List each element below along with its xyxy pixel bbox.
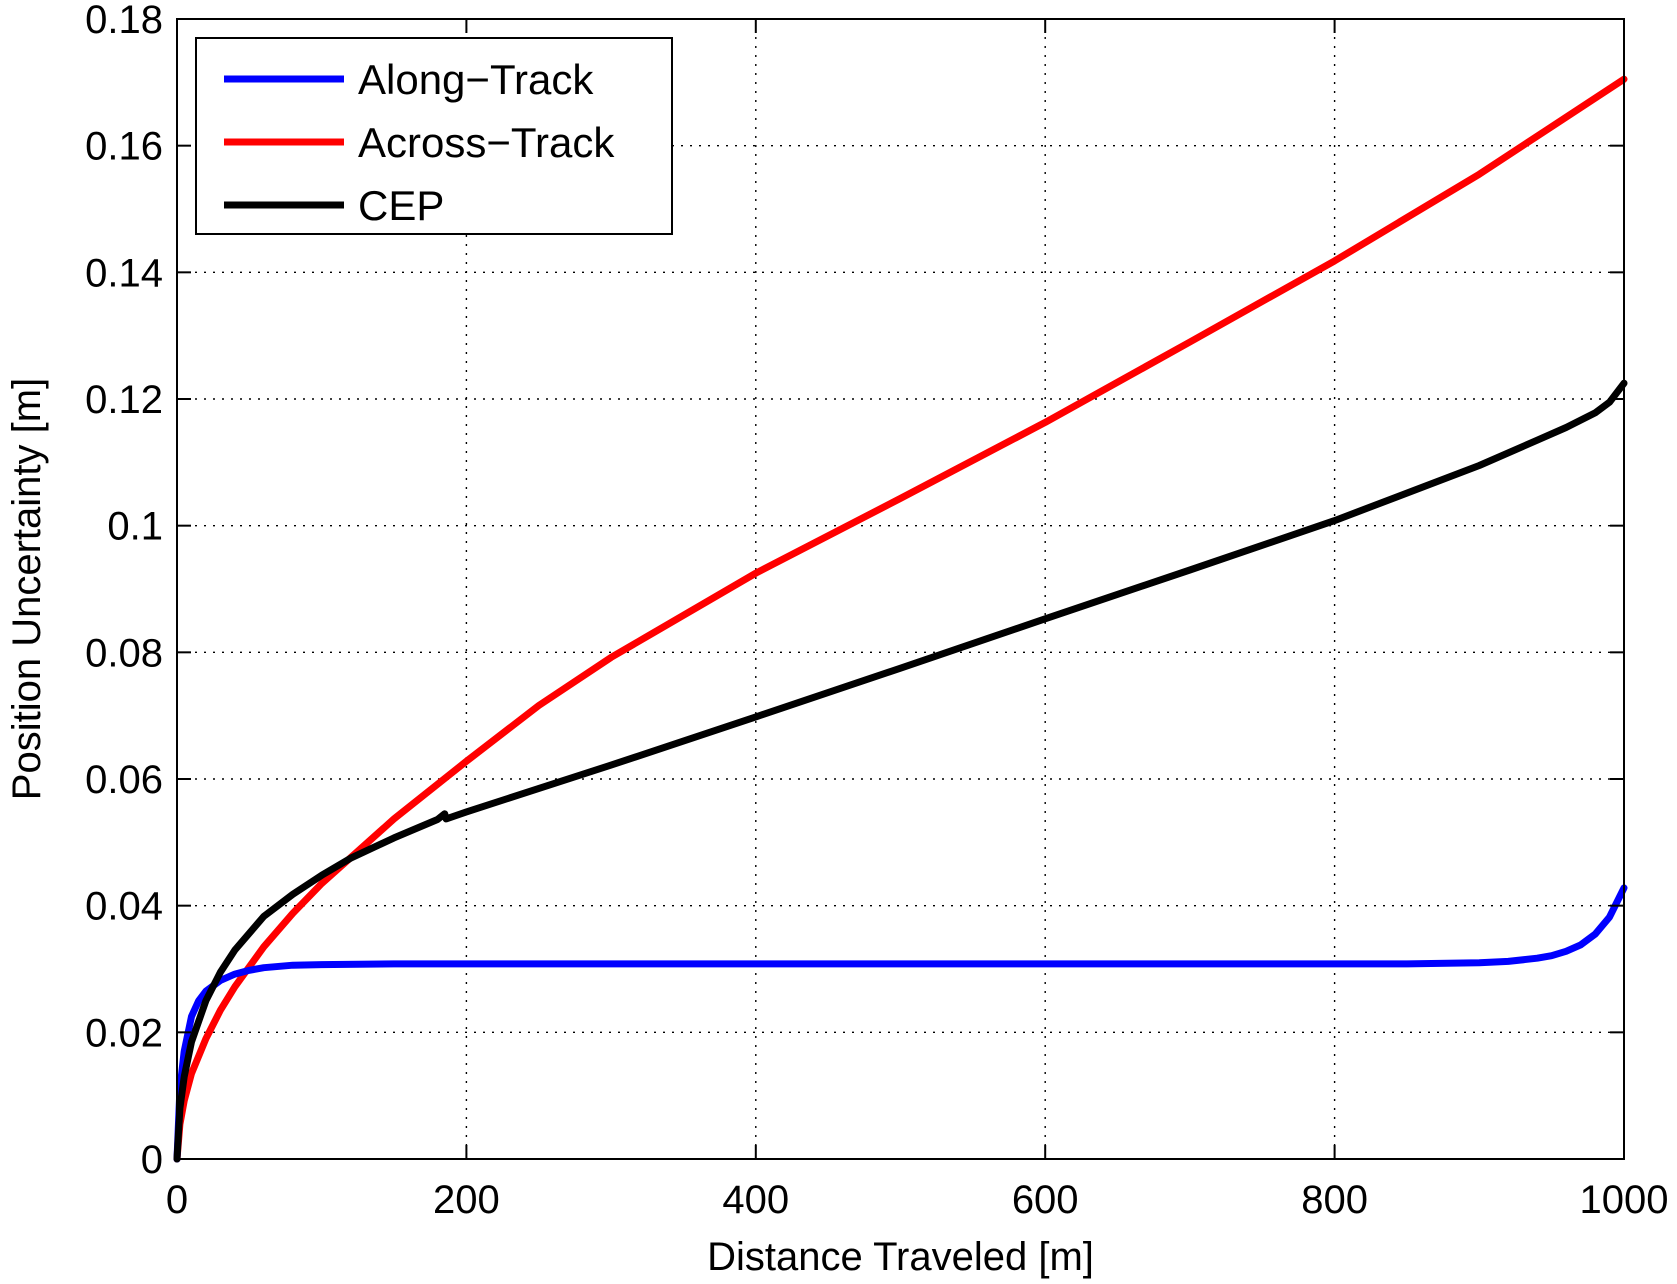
x-axis-label: Distance Traveled [m] — [707, 1235, 1094, 1279]
series-line-across-track — [173, 75, 1628, 1163]
y-tick-label: 0.18 — [85, 0, 163, 42]
series-line-cep — [173, 379, 1628, 1163]
x-tick-label: 0 — [166, 1178, 188, 1222]
x-tick-label: 200 — [433, 1178, 500, 1222]
y-tick-labels: 0 0.02 0.04 0.06 0.08 0.1 0.12 0.14 0.16 0.18 — [85, 0, 163, 1182]
series-line-along-track — [173, 884, 1628, 1163]
y-tick-label: 0.02 — [85, 1011, 163, 1055]
legend-label: Along−Track — [358, 56, 594, 103]
y-tick-label: 0.14 — [85, 251, 163, 295]
y-axis-label: Position Uncertainty [m] — [5, 378, 49, 800]
x-tick-label: 600 — [1012, 1178, 1079, 1222]
x-tick-label: 1000 — [1580, 1178, 1669, 1222]
y-tick-label: 0.04 — [85, 885, 163, 929]
plot-frame — [176, 18, 1625, 1160]
y-tick-label: 0 — [141, 1138, 163, 1182]
y-tick-label: 0.1 — [107, 505, 163, 549]
x-tick-labels: 0 200 400 600 800 1000 — [166, 1178, 1669, 1222]
y-tick-label: 0.12 — [85, 378, 163, 422]
legend-box — [195, 37, 673, 235]
y-tick-label: 0.06 — [85, 758, 163, 802]
y-tick-label: 0.16 — [85, 125, 163, 169]
axis-ticks — [176, 18, 1625, 1160]
legend-label: CEP — [358, 182, 444, 229]
y-tick-label: 0.08 — [85, 631, 163, 675]
legend: Along−Track Across−Track CEP — [195, 37, 673, 235]
legend-label: Across−Track — [358, 119, 615, 166]
plot-series — [173, 75, 1628, 1163]
x-tick-label: 400 — [722, 1178, 789, 1222]
x-tick-label: 800 — [1301, 1178, 1368, 1222]
